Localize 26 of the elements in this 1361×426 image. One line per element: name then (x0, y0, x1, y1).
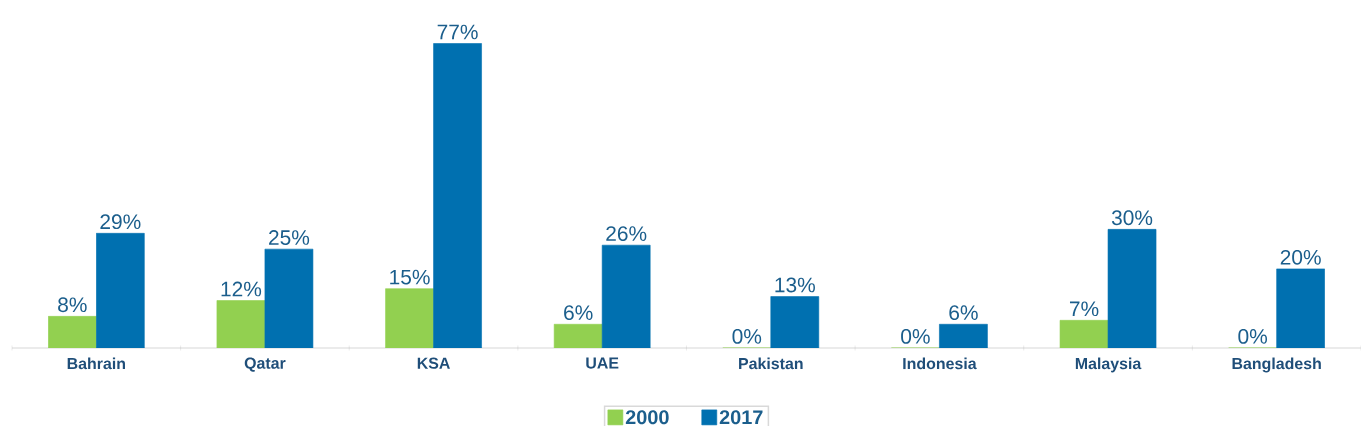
x-tick-label: Malaysia (1075, 357, 1142, 373)
data-label: 0% (1238, 328, 1268, 344)
data-label: 26% (606, 226, 647, 241)
x-tick-label: Indonesia (903, 357, 977, 370)
legend-label: 2017 (719, 410, 763, 425)
data-label: 0% (732, 328, 762, 344)
data-label: 15% (390, 269, 430, 285)
data-label: 25% (269, 230, 310, 245)
legend-label: 2000 (625, 410, 669, 425)
x-tick-label: Qatar (244, 357, 286, 372)
x-tick-label: Bangladesh (1232, 357, 1321, 373)
data-label: 77% (437, 24, 478, 40)
x-tick-label: UAE (586, 357, 619, 369)
data-label: 20% (1280, 249, 1321, 265)
x-tick-label: Pakistan (739, 357, 803, 370)
data-label: 6% (564, 305, 593, 321)
x-tick-label: Bahrain (67, 357, 125, 370)
data-label: 6% (949, 305, 978, 321)
data-label: 30% (1111, 210, 1153, 226)
data-label: 7% (1069, 301, 1099, 317)
data-label: 13% (775, 277, 815, 293)
x-tick-label: KSA (417, 357, 450, 369)
data-label: 0% (901, 328, 930, 344)
data-label: 8% (58, 297, 87, 313)
data-label: 29% (100, 214, 141, 230)
data-label: 12% (221, 281, 262, 297)
